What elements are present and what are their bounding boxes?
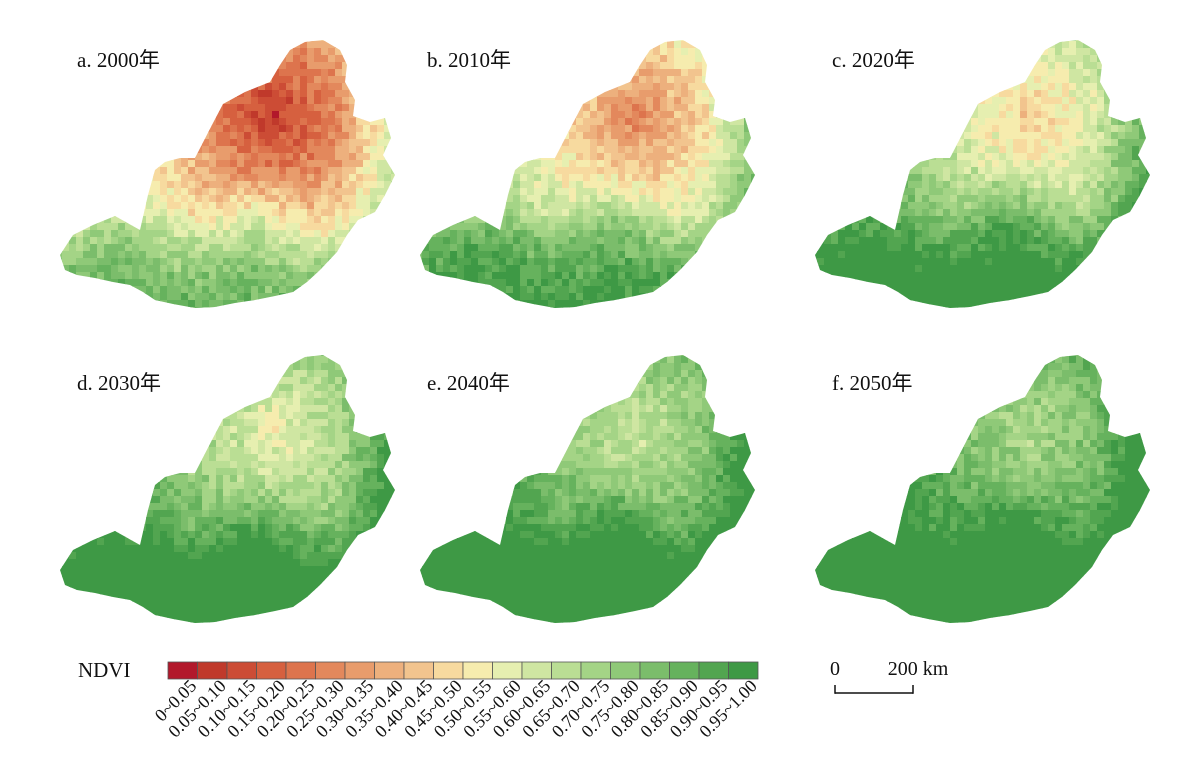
legend-swatch	[167, 661, 198, 680]
scale-bar-end-label: 200 km	[888, 658, 949, 680]
legend-swatch	[197, 661, 228, 680]
legend-swatch	[315, 661, 346, 680]
legend-swatch	[728, 661, 759, 680]
map-panel: c. 2020年	[810, 20, 1150, 320]
region-map	[420, 40, 755, 308]
region-map	[60, 355, 395, 623]
panel-label: f. 2050年	[832, 371, 913, 395]
map-panel: e. 2040年	[415, 335, 755, 635]
panel-label: c. 2020年	[832, 48, 915, 72]
legend-swatch	[669, 661, 700, 680]
map-panel: a. 2000年	[55, 20, 395, 320]
legend-swatch	[433, 661, 464, 680]
map-panel: d. 2030年	[55, 335, 395, 635]
scale-bar-start-label: 0	[830, 658, 840, 680]
panel-label: b. 2010年	[427, 48, 511, 72]
legend-swatch	[462, 661, 493, 680]
panel-label: e. 2040年	[427, 371, 510, 395]
region-map	[815, 40, 1150, 308]
legend-swatch	[285, 661, 316, 680]
scale-bar: 0 200 km	[820, 655, 980, 705]
region-map	[815, 355, 1150, 623]
legend-swatch	[580, 661, 611, 680]
map-panel: f. 2050年	[810, 335, 1150, 635]
legend-swatch	[492, 661, 523, 680]
legend-swatch	[403, 661, 434, 680]
region-map	[420, 355, 755, 623]
region-map	[60, 40, 395, 308]
legend-swatch	[610, 661, 641, 680]
legend-swatch	[226, 661, 257, 680]
legend-swatch	[521, 661, 552, 680]
legend-swatch	[551, 661, 582, 680]
panel-label: d. 2030年	[77, 371, 161, 395]
legend-swatch	[344, 661, 375, 680]
map-panel: b. 2010年	[415, 20, 755, 320]
panel-label: a. 2000年	[77, 48, 160, 72]
legend-swatch	[639, 661, 670, 680]
scale-bar-graphic: 0 200 km	[830, 658, 949, 694]
legend-swatch	[256, 661, 287, 680]
legend-swatch	[698, 661, 729, 680]
legend-swatch	[374, 661, 405, 680]
legend-title: NDVI	[78, 658, 131, 682]
